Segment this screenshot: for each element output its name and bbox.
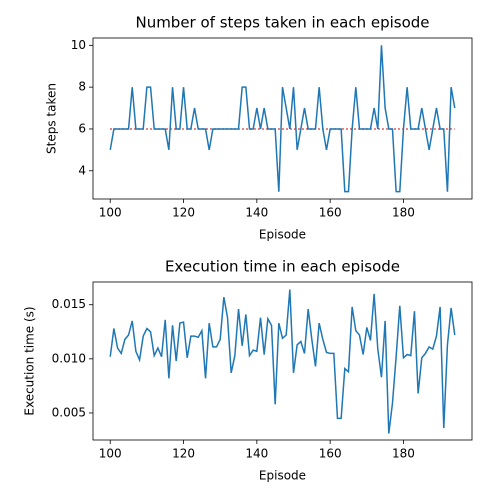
- y-tick-label: 6: [78, 121, 86, 135]
- axes-frame: [92, 281, 473, 441]
- x-tick-label: 100: [99, 447, 122, 461]
- x-tick-label: 160: [319, 206, 342, 220]
- y-axis-label: Steps taken: [45, 83, 59, 154]
- y-axis-label: Execution time (s): [23, 306, 37, 415]
- x-tick-label: 180: [392, 447, 415, 461]
- chart-title: Number of steps taken in each episode: [135, 14, 429, 32]
- x-axis-label: Episode: [259, 469, 306, 483]
- y-tick-label: 8: [78, 80, 86, 94]
- y-tick-label: 10: [71, 38, 86, 52]
- y-tick-label: 0.005: [52, 405, 86, 419]
- y-tick-label: 0.010: [52, 351, 86, 365]
- x-tick-label: 140: [245, 206, 268, 220]
- chart-title: Execution time in each episode: [165, 258, 400, 276]
- x-tick-label: 180: [392, 206, 415, 220]
- x-tick-label: 160: [319, 447, 342, 461]
- y-tick-label: 0.015: [52, 297, 86, 311]
- data-line: [109, 45, 456, 193]
- x-tick-label: 120: [172, 447, 195, 461]
- data-line: [109, 289, 456, 434]
- x-tick-label: 140: [245, 447, 268, 461]
- y-tick-label: 4: [78, 163, 86, 177]
- axes-frame: [92, 37, 473, 200]
- x-tick-label: 120: [172, 206, 195, 220]
- x-tick-label: 100: [99, 206, 122, 220]
- x-axis-label: Episode: [259, 228, 306, 242]
